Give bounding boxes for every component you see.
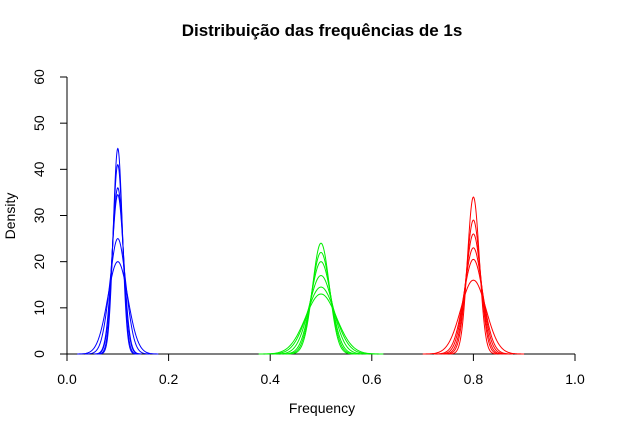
y-axis-label: Density xyxy=(2,193,18,240)
x-axis-label: Frequency xyxy=(289,400,355,416)
density-curve xyxy=(97,163,138,355)
density-curve xyxy=(85,238,151,355)
density-curve xyxy=(449,196,498,355)
density-curve xyxy=(258,293,384,355)
density-curve xyxy=(95,187,141,355)
y-tick-label: 0 xyxy=(31,350,47,358)
density-curve xyxy=(433,258,513,355)
x-tick-label: 0.6 xyxy=(362,371,382,387)
y-axis: 0 10 20 30 40 50 60 xyxy=(31,69,68,358)
chart-title: Distribuição das frequências de 1s xyxy=(182,21,463,40)
y-tick-label: 10 xyxy=(31,300,47,316)
x-tick-label: 0.4 xyxy=(260,371,280,387)
density-curve xyxy=(422,279,525,355)
density-curve xyxy=(94,194,142,355)
density-curve xyxy=(438,247,509,355)
y-tick-label: 60 xyxy=(31,69,47,85)
x-axis: 0.0 0.2 0.4 0.6 0.8 1.0 xyxy=(57,353,585,387)
x-tick-label: 0.8 xyxy=(464,371,484,387)
density-curve xyxy=(442,233,505,355)
y-tick-label: 50 xyxy=(31,115,47,131)
density-curve xyxy=(445,219,502,355)
y-tick-label: 30 xyxy=(31,208,47,224)
y-tick-label: 40 xyxy=(31,161,47,177)
density-curve xyxy=(284,251,358,355)
x-tick-label: 1.0 xyxy=(565,371,585,387)
y-tick-label: 20 xyxy=(31,254,47,270)
density-curve xyxy=(273,275,369,355)
x-tick-label: 0.0 xyxy=(57,371,77,387)
density-curve xyxy=(99,147,137,355)
density-curve xyxy=(280,261,362,355)
density-curves xyxy=(77,147,525,355)
density-curve xyxy=(77,261,159,355)
density-curve xyxy=(265,286,377,355)
x-tick-label: 0.2 xyxy=(159,371,179,387)
density-curve xyxy=(287,242,355,355)
